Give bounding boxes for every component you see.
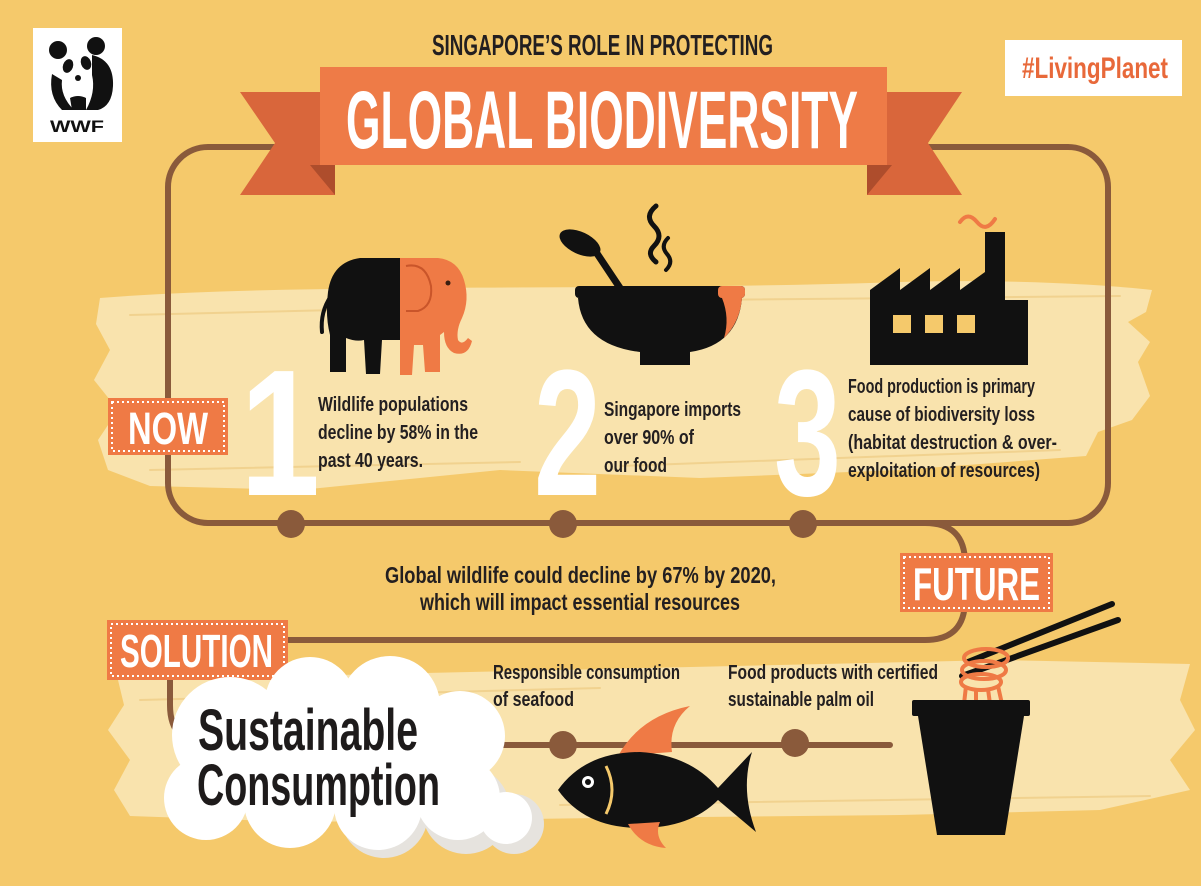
solution-item-line: sustainable palm oil bbox=[728, 689, 874, 711]
spoon-scoop bbox=[559, 229, 601, 257]
factory-icon bbox=[870, 214, 1028, 365]
ribbon-fold-right bbox=[867, 165, 892, 195]
cloud: Sustainable Consumption bbox=[164, 656, 544, 858]
timeline-dot bbox=[781, 729, 809, 757]
solution-text: SOLUTION bbox=[120, 625, 273, 677]
solution-item-palm-oil: Food products with certified sustainable… bbox=[728, 662, 938, 711]
fact-line: Food production is primary bbox=[848, 376, 1036, 398]
factory-window bbox=[957, 315, 975, 333]
elephant-ear bbox=[405, 264, 433, 312]
cup-body bbox=[918, 716, 1024, 835]
smoke bbox=[958, 214, 997, 229]
ribbon-end-left bbox=[240, 92, 335, 195]
fact-line: exploitation of resources) bbox=[848, 460, 1040, 482]
fish-pupil bbox=[585, 779, 591, 785]
logo-text: WWF bbox=[50, 117, 104, 136]
now-text: NOW bbox=[128, 403, 208, 454]
fact-line: (habitat destruction & over- bbox=[848, 432, 1057, 454]
solution-box bbox=[107, 620, 288, 680]
steam bbox=[647, 203, 662, 265]
fact-text-1: Wildlife populations decline by 58% in t… bbox=[318, 394, 478, 472]
fact-text-3: Food production is primary cause of biod… bbox=[848, 376, 1057, 482]
bowl-rim-accent bbox=[718, 286, 745, 298]
hashtag-box bbox=[1005, 40, 1182, 96]
timeline-dot bbox=[549, 731, 577, 759]
bowl-accent bbox=[722, 298, 742, 338]
fact-line: over 90% of bbox=[604, 427, 694, 449]
factory-building bbox=[870, 268, 1028, 365]
elephant-body bbox=[326, 258, 402, 374]
future-label: FUTURE bbox=[900, 553, 1053, 612]
elephant-icon bbox=[319, 258, 472, 375]
fish-dorsal-fin bbox=[618, 706, 690, 756]
future-text: Global wildlife could decline by 67% by … bbox=[385, 562, 776, 615]
solution-item-line: Responsible consumption bbox=[493, 662, 680, 684]
header-subtitle: SINGAPORE’S ROLE IN PROTECTING bbox=[432, 30, 773, 62]
hashtag-text: #LivingPlanet bbox=[1022, 52, 1168, 85]
wwf-logo: WWF bbox=[33, 28, 122, 142]
chimney bbox=[985, 232, 1005, 304]
fact-line: Singapore imports bbox=[604, 399, 741, 421]
spoon-handle bbox=[592, 248, 624, 292]
future-line: Global wildlife could decline by 67% by … bbox=[385, 562, 776, 588]
fact-number: 2 bbox=[534, 333, 601, 534]
solution-box-border bbox=[110, 623, 285, 677]
title-ribbon: GLOBAL BIODIVERSITY bbox=[240, 67, 962, 195]
future-line: which will impact essential resources bbox=[419, 589, 740, 615]
timeline-dot bbox=[549, 510, 577, 538]
elephant-head bbox=[400, 258, 472, 375]
steam bbox=[661, 236, 673, 272]
soup-bowl-icon bbox=[559, 203, 745, 365]
future-box bbox=[900, 553, 1053, 612]
page-title: GLOBAL BIODIVERSITY bbox=[346, 75, 858, 166]
cup-rim bbox=[912, 700, 1030, 716]
hashtag-badge: #LivingPlanet bbox=[1005, 40, 1182, 96]
brush-streak bbox=[149, 461, 521, 471]
solution-item-line: Food products with certified bbox=[728, 662, 938, 684]
timeline-dot bbox=[277, 510, 305, 538]
ribbon-fold-left bbox=[310, 165, 335, 195]
noodle-cup-icon bbox=[912, 601, 1121, 835]
fish-gill bbox=[604, 765, 614, 815]
factory-window bbox=[893, 315, 911, 333]
bowl-body bbox=[578, 298, 742, 365]
fact-line: Wildlife populations bbox=[318, 394, 468, 416]
solution-headline: Sustainable bbox=[198, 698, 418, 763]
fact-line: decline by 58% in the bbox=[318, 422, 478, 444]
solution-label: SOLUTION bbox=[107, 620, 288, 680]
fact-number: 1 bbox=[240, 333, 320, 534]
now-label: NOW bbox=[108, 398, 228, 455]
fish-bottom-fin bbox=[628, 822, 666, 848]
ribbon-end-right bbox=[867, 92, 962, 195]
fact-number: 3 bbox=[774, 333, 841, 534]
brush-streak bbox=[619, 449, 1061, 467]
fact-line: cause of biodiversity loss bbox=[848, 404, 1035, 426]
solution-item-line: of seafood bbox=[493, 689, 574, 711]
now-box-border bbox=[111, 401, 225, 452]
chopstick bbox=[965, 601, 1115, 665]
solution-headline: Consumption bbox=[197, 753, 440, 818]
elephant-eye bbox=[445, 280, 451, 286]
fact-line: past 40 years. bbox=[318, 450, 423, 472]
bowl-rim bbox=[575, 286, 745, 298]
fish-icon bbox=[558, 706, 756, 848]
future-box-border bbox=[903, 556, 1050, 609]
ribbon-main bbox=[320, 67, 887, 165]
timeline-dot bbox=[789, 510, 817, 538]
panda-icon bbox=[49, 37, 114, 110]
cloud-body bbox=[164, 656, 532, 850]
future-text-label: FUTURE bbox=[913, 558, 1040, 610]
fact-line: our food bbox=[604, 455, 667, 477]
factory-window bbox=[925, 315, 943, 333]
solution-item-seafood: Responsible consumption of seafood bbox=[493, 662, 680, 711]
fact-text-2: Singapore imports over 90% of our food bbox=[604, 399, 741, 477]
now-box bbox=[108, 398, 228, 455]
